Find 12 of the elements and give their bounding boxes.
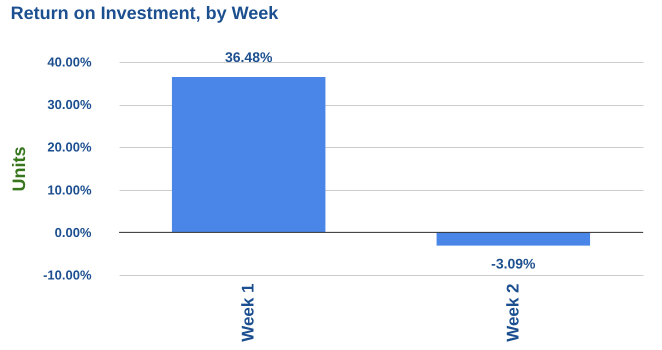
y-tick-label: 20.00% bbox=[47, 140, 92, 155]
y-tick-label: 0.00% bbox=[54, 224, 92, 240]
x-tick-label: Week 1 bbox=[238, 284, 258, 342]
data-label: -3.09% bbox=[491, 256, 536, 272]
y-tick-label: 40.00% bbox=[47, 54, 92, 70]
y-tick-label: 30.00% bbox=[47, 97, 92, 112]
data-label: 36.48% bbox=[224, 48, 273, 65]
x-tick-label: Week 2 bbox=[503, 284, 522, 342]
y-tick-label: 10.00% bbox=[47, 182, 92, 198]
chart-title: Return on Investment, by Week bbox=[10, 2, 280, 23]
y-axis-title: Units bbox=[9, 146, 30, 192]
y-tick-label: -10.00% bbox=[43, 268, 92, 282]
